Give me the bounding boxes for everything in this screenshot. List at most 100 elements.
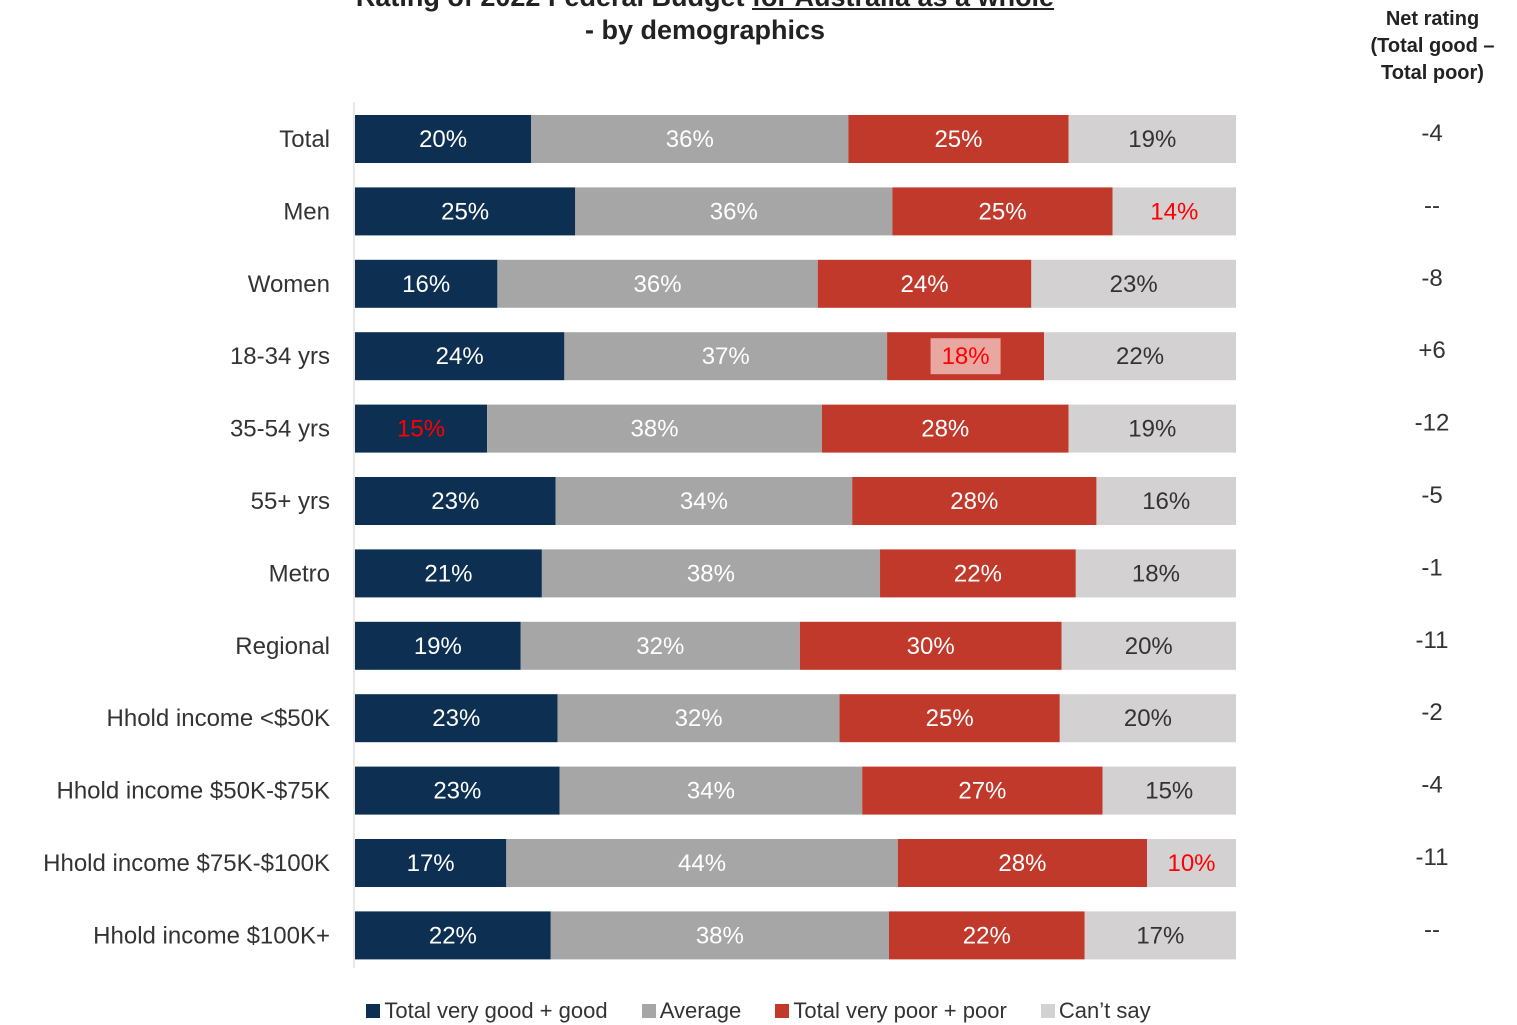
category-label: Hhold income $50K-$75K	[56, 778, 330, 805]
data-label: 34%	[680, 488, 728, 515]
data-label: 25%	[441, 198, 489, 225]
bar-segment-good	[355, 259, 498, 308]
bar-segment-cant-say	[1061, 621, 1236, 670]
net-rating-value: --	[1424, 192, 1440, 219]
title-line1-prefix: Rating of 2022 Federal Budget	[356, 0, 752, 12]
data-label: 36%	[666, 126, 714, 153]
category-label: Hhold income $75K-$100K	[43, 850, 330, 877]
data-label: 34%	[687, 778, 735, 805]
category-label: Hhold income <$50K	[107, 705, 330, 732]
bar-segment-cant-say	[1068, 115, 1236, 163]
bar-segment-good	[355, 766, 560, 815]
data-label: 20%	[1125, 633, 1173, 660]
bar-segment-good	[355, 549, 542, 598]
category-label: Regional	[235, 633, 330, 660]
bar-segment-cant-say	[1059, 694, 1236, 743]
bar-segment-poor	[897, 839, 1148, 887]
bar-segment-good	[355, 187, 576, 236]
bar-segment-average	[564, 332, 888, 381]
data-label: 27%	[958, 778, 1006, 805]
data-label: 17%	[1136, 922, 1184, 949]
net-header-line-3: Total poor)	[1381, 62, 1484, 84]
data-label: 20%	[1124, 705, 1172, 732]
net-rating-value: --	[1424, 916, 1440, 943]
data-label: 23%	[432, 705, 480, 732]
data-label: 22%	[963, 922, 1011, 949]
net-rating-value: -4	[1421, 772, 1442, 799]
category-label: Metro	[269, 560, 330, 587]
bar-segment-cant-say	[1084, 911, 1236, 960]
bar-segment-poor	[892, 187, 1113, 236]
net-rating-value: -2	[1421, 699, 1442, 726]
data-label: 28%	[921, 416, 969, 443]
bar-segment-average	[555, 477, 853, 525]
legend-label-poor: Total very poor + poor	[793, 998, 1007, 1023]
net-rating-value: -5	[1421, 482, 1442, 509]
bar-segment-good	[355, 694, 558, 743]
data-label: 15%	[397, 416, 445, 443]
legend-swatch-cant-say	[1040, 1004, 1055, 1018]
net-rating-value: -11	[1416, 844, 1449, 871]
bar-segment-good	[355, 839, 507, 887]
data-label: 38%	[687, 560, 735, 587]
chart-title: Rating of 2022 Federal Budget for Austra…	[0, 0, 1410, 47]
bar-segment-good	[355, 115, 532, 163]
data-label: 15%	[1145, 778, 1193, 805]
net-rating-value: -1	[1421, 554, 1442, 581]
data-label: 23%	[1110, 271, 1158, 298]
bar-segment-good	[355, 332, 565, 381]
data-label: 10%	[1167, 850, 1215, 877]
category-label: 18-34 yrs	[230, 343, 330, 370]
data-label: 36%	[634, 271, 682, 298]
net-rating-value: -8	[1421, 265, 1442, 292]
category-label: Hhold income $100K+	[93, 922, 330, 949]
legend-item-poor: Total very poor + poor	[775, 997, 1007, 1025]
bar-segment-average	[550, 911, 889, 960]
title-line1-underlined: for Australia as a whole	[752, 0, 1054, 12]
legend-swatch-good	[366, 1004, 381, 1018]
net-rating-value: -12	[1415, 410, 1450, 437]
data-label: 23%	[431, 488, 479, 515]
data-label: 22%	[1116, 343, 1164, 370]
legend: Total very good + good Average Total ver…	[0, 997, 1517, 1025]
data-label: 20%	[419, 126, 467, 153]
bar-segment-average	[497, 259, 818, 308]
data-label: 21%	[424, 560, 472, 587]
bar-segment-poor	[839, 694, 1060, 743]
net-rating-value: -4	[1421, 120, 1442, 147]
data-label: 23%	[433, 778, 481, 805]
bar-segment-average	[541, 549, 881, 598]
bar-segment-poor	[817, 259, 1032, 308]
bar-segment-cant-say	[1096, 477, 1236, 525]
data-label: 19%	[414, 633, 462, 660]
data-label: 32%	[675, 705, 723, 732]
net-header-line-2: (Total good –	[1370, 35, 1495, 57]
data-label: 14%	[1150, 198, 1198, 225]
data-label: 28%	[950, 488, 998, 515]
data-label: 19%	[1128, 416, 1176, 443]
category-label: Total	[279, 126, 330, 153]
data-label: 24%	[436, 343, 484, 370]
category-label: 35-54 yrs	[230, 416, 330, 443]
net-rating-header: Net rating (Total good – Total poor)	[1355, 6, 1510, 87]
net-rating-value: +6	[1418, 337, 1445, 364]
legend-label-average: Average	[659, 998, 742, 1023]
legend-item-average: Average	[641, 997, 742, 1025]
bar-segment-average	[531, 115, 849, 163]
data-label: 32%	[636, 633, 684, 660]
data-label: 24%	[901, 271, 949, 298]
bar-segment-cant-say	[1068, 404, 1236, 453]
data-label: 17%	[407, 850, 455, 877]
legend-item-cant-say: Can’t say	[1040, 997, 1151, 1025]
bar-segment-average	[557, 694, 840, 743]
bar-segment-poor	[848, 115, 1069, 163]
category-label: Women	[248, 271, 330, 298]
net-rating-value: -11	[1416, 627, 1449, 654]
bar-segment-cant-say	[1031, 259, 1236, 308]
bar-segment-cant-say	[1112, 187, 1236, 236]
category-label: Men	[283, 198, 330, 225]
bar-segment-average	[487, 404, 822, 453]
bar-segment-poor	[799, 621, 1062, 670]
bar-segment-good	[355, 911, 551, 960]
data-label: 22%	[954, 560, 1002, 587]
